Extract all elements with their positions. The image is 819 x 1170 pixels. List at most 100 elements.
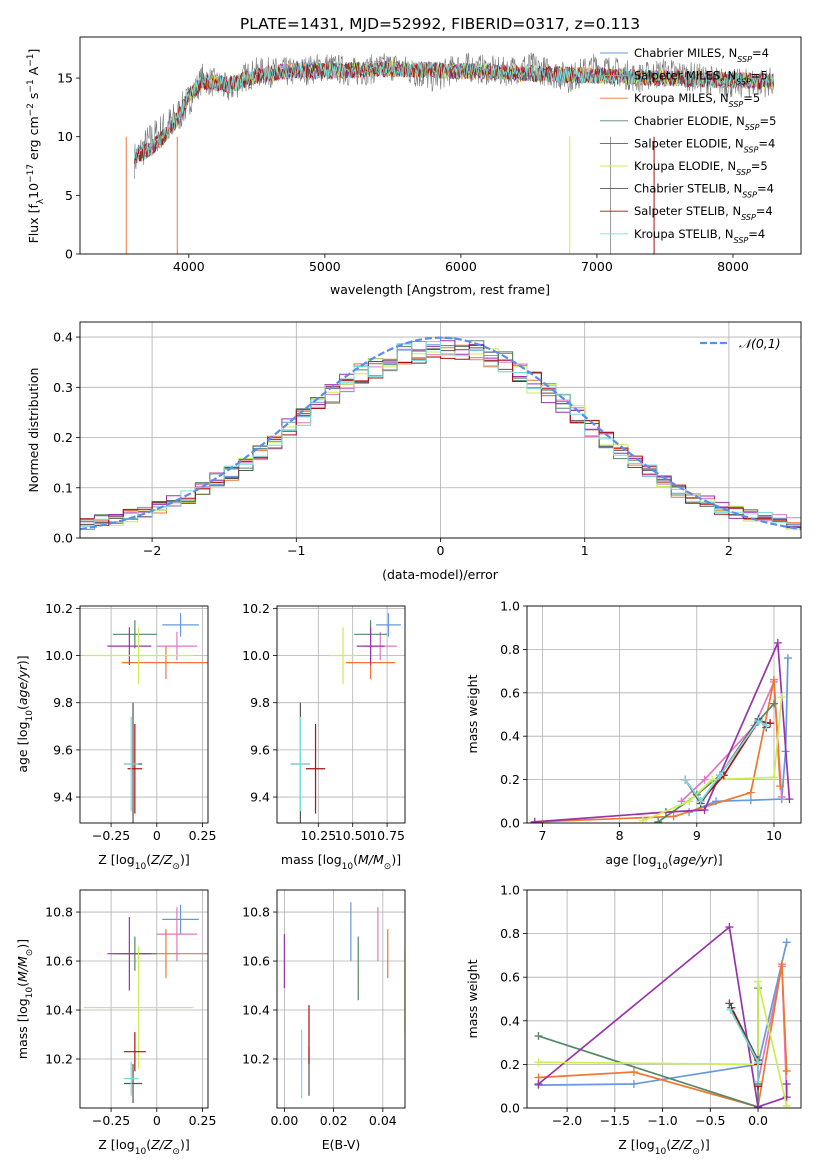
y-tick-label: 10.4 (242, 1003, 270, 1018)
grid (277, 606, 405, 823)
weight-lines (530, 638, 794, 823)
weight-series-kroupa-stelib (681, 717, 771, 806)
legend-label: Kroupa ELODIE, NSSP=5 (634, 159, 768, 177)
x-tick-label: 0.04 (369, 1113, 397, 1128)
y-tick-label: 10.2 (45, 601, 73, 616)
weight-marker (773, 638, 782, 647)
legend-label: 𝒩(0,1) (739, 336, 781, 351)
weight-series-kroupa-elodie (638, 693, 786, 823)
x-axis-label: E(B-V) (322, 1137, 361, 1152)
y-axis-label: age [log10(age/yr)] (15, 655, 35, 772)
weight-marker (782, 1080, 791, 1089)
weight-marker (769, 675, 778, 684)
y-tick-label: 0.3 (53, 380, 73, 395)
y-tick-label: 0.4 (53, 330, 73, 345)
x-tick-label: 10.25 (300, 828, 336, 843)
errorbar-chabrier-miles (162, 613, 199, 637)
weight-series-kroupa-miles (530, 675, 785, 823)
y-tick-label: 10.2 (242, 601, 270, 616)
x-axis-label: Z [log10(Z/Z⊙)] (98, 852, 189, 872)
y-tick-label: 1.0 (500, 599, 520, 614)
weight-marker (534, 1032, 543, 1041)
y-tick-label: 10.2 (45, 1052, 73, 1067)
x-tick-label: 1 (581, 543, 589, 558)
mass-weight-vs-age-panel: 7 8 9 10 0.0 0.2 0.4 0.6 0.8 1.0 age [log10(age/yr… (465, 599, 802, 872)
errorbar-kroupa-miles (122, 646, 208, 680)
y-tick-label: 9.6 (250, 742, 270, 757)
axes-frame (526, 605, 802, 824)
errorbar-kroupa-elodie (83, 946, 194, 1069)
y-tick-label: 0.4 (500, 1013, 520, 1028)
y-tick-label: 0.8 (500, 926, 520, 941)
weight-line (688, 658, 789, 813)
x-tick-label: 7 (538, 828, 546, 843)
model-spectrum-kroupa-stelib (134, 60, 774, 164)
error-bars (283, 902, 405, 1099)
y-tick-label: 15 (57, 71, 73, 86)
weight-marker (708, 775, 717, 784)
errorbar-salpeter-elodie (107, 916, 152, 991)
errorbar-kroupa-elodie (329, 627, 357, 684)
weight-marker (725, 999, 734, 1008)
errorbar-salpeter-stelib (127, 723, 143, 814)
y-tick-label: 0.0 (500, 1101, 520, 1116)
axes-frame (79, 321, 802, 539)
y-tick-label: 10.0 (242, 648, 270, 663)
x-tick-label: 7000 (581, 259, 613, 274)
axes-frame (276, 889, 406, 1109)
x-tick-label: 8000 (717, 259, 749, 274)
weight-marker (754, 717, 763, 726)
weight-marker (782, 938, 791, 947)
errorbar-kroupa-elodie (83, 627, 194, 684)
errorbar-kroupa-stelib (290, 716, 311, 812)
weight-marker (530, 817, 539, 823)
errorbar-chabrier-miles (376, 613, 401, 637)
error-bars (83, 904, 208, 1104)
x-axis-label: Z [log10(Z/Z⊙)] (618, 1137, 709, 1157)
errorbar-salpeter-elodie (356, 627, 385, 665)
weight-marker (777, 960, 786, 969)
weight-marker (782, 1066, 791, 1075)
weight-series-salpeter-stelib (727, 1003, 763, 1091)
weight-marker (629, 1068, 638, 1077)
weight-marker (629, 1080, 638, 1089)
errorbar-salpeter-stelib (305, 723, 326, 814)
grid (277, 890, 405, 1108)
x-tick-label: 0 (153, 1113, 161, 1128)
age-vs-metallicity-panel: −0.25 0 0.25 9.4 9.6 9.8 10.0 10.2 Z [log10(Z/Z⊙… (15, 601, 216, 872)
weight-marker (725, 923, 734, 932)
spectrum-panel: 4000 5000 6000 7000 8000 0 5 10 15 Chabrier MILES… (26, 36, 802, 297)
weight-marker (700, 775, 709, 784)
y-tick-label: 10.8 (242, 905, 270, 920)
x-tick-label: 4000 (173, 259, 205, 274)
x-axis-label: age [log10(age/yr)] (605, 852, 722, 872)
y-tick-label: 9.8 (53, 695, 73, 710)
y-tick-label: 10.4 (45, 1003, 73, 1018)
x-tick-label: 0.00 (270, 1113, 298, 1128)
weight-marker (769, 773, 778, 782)
mass-vs-extinction-panel: 0.00 0.02 0.04 10.2 10.4 10.6 10.8 E(B-V) (242, 889, 406, 1152)
weight-line (538, 981, 788, 1106)
y-tick-label: 10.0 (45, 648, 73, 663)
y-tick-label: 9.4 (250, 790, 270, 805)
weight-marker (669, 812, 678, 821)
y-axis-label: mass [log10(M/M⊙)] (15, 939, 35, 1059)
spectrum-lines (125, 52, 775, 254)
legend-label: Chabrier ELODIE, NSSP=5 (634, 114, 776, 132)
x-axis-label: (data-model)/error (382, 567, 499, 582)
spectrum-legend: Chabrier MILES, NSSP=4 Salpeter MILES, NS… (600, 46, 776, 244)
y-tick-label: 0.1 (53, 480, 73, 495)
weight-series-salpeter-stelib (681, 717, 775, 806)
y-tick-label: 9.6 (53, 742, 73, 757)
legend-label: Kroupa STELIB, NSSP=4 (634, 227, 765, 245)
errorbar-kroupa-stelib (123, 1061, 139, 1096)
x-tick-label: 6000 (445, 259, 477, 274)
weight-series-salpeter-miles (677, 677, 786, 806)
y-tick-label: 10.6 (242, 954, 270, 969)
ticks: −2.0 −1.5 −1.0 −0.5 0.0 0.0 0.2 0.4 0.6 0.8 1.0 (500, 883, 768, 1129)
weight-marker (534, 1058, 543, 1067)
weight-marker (715, 771, 724, 780)
figure-title: PLATE=1431, MJD=52992, FIBERID=0317, z=0… (240, 15, 640, 33)
legend-label: Salpeter MILES, NSSP=5 (634, 69, 768, 87)
errorbar-salpeter-miles (156, 907, 198, 962)
